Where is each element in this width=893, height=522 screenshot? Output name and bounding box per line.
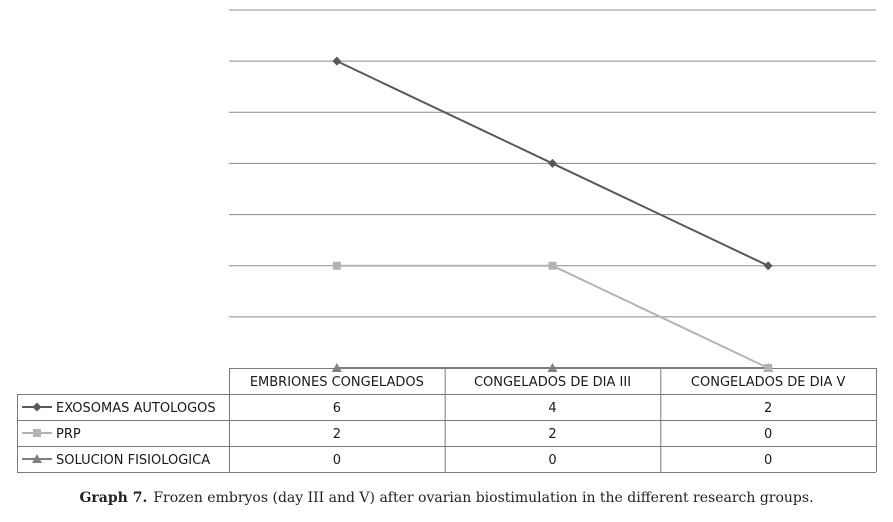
- data-point: [332, 56, 342, 66]
- caption-label: Graph 7.: [79, 490, 148, 506]
- data-point: [331, 363, 342, 372]
- caption-text: Frozen embryos (day III and V) after ova…: [153, 490, 814, 506]
- table-value: 0: [764, 427, 772, 442]
- table-value: 2: [548, 427, 556, 442]
- legend-label: SOLUCION FISIOLOGICA: [56, 453, 210, 468]
- data-table: [17, 368, 877, 473]
- category-label: CONGELADOS DE DIA V: [691, 375, 846, 390]
- figure-caption: Graph 7. Frozen embryos (day III and V) a…: [0, 490, 893, 506]
- table-value: 2: [333, 427, 341, 442]
- table-value: 6: [333, 401, 341, 416]
- legend-label: PRP: [56, 427, 81, 442]
- legend: EXOSOMAS AUTOLOGOS PRP SOLUCION FISIOLOGIC…: [22, 401, 216, 468]
- data-point: [548, 158, 557, 168]
- data-point: [764, 364, 773, 372]
- legend-key-marker: [33, 429, 41, 437]
- legend-key-marker: [32, 402, 42, 412]
- data-point: [548, 261, 557, 270]
- table-value: 0: [764, 453, 772, 468]
- table-value: 4: [548, 401, 556, 416]
- category-label: CONGELADOS DE DIA III: [474, 375, 631, 390]
- table-value: 0: [548, 453, 556, 468]
- category-label: EMBRIONES CONGELADOS: [250, 375, 424, 390]
- series-lines: [331, 56, 774, 372]
- data-point: [332, 261, 341, 270]
- table-value: 0: [333, 453, 341, 468]
- table-value: 2: [764, 401, 772, 416]
- legend-key-marker: [32, 454, 42, 463]
- legend-label: EXOSOMAS AUTOLOGOS: [56, 401, 216, 416]
- category-labels: EMBRIONES CONGELADOS CONGELADOS DE DIA II…: [250, 375, 846, 390]
- data-point: [547, 363, 558, 372]
- data-point: [763, 261, 773, 271]
- table-values: 6 4 2 2 2 0 0 0 0: [333, 401, 773, 468]
